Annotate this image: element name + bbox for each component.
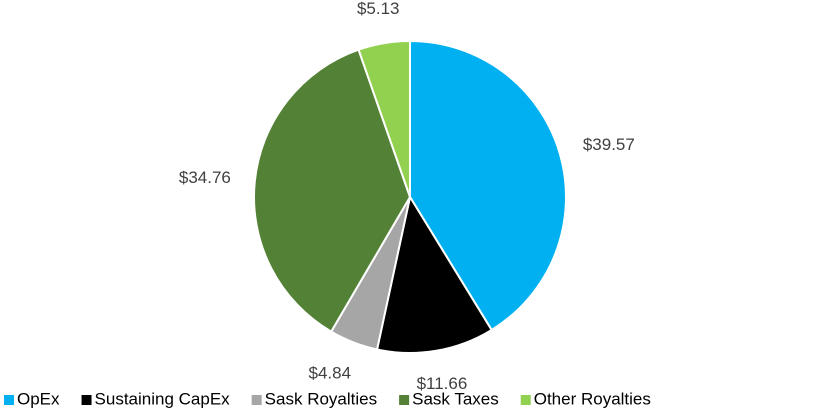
legend-swatch — [251, 395, 262, 405]
data-label: $5.13 — [357, 0, 400, 18]
legend-swatch — [399, 395, 410, 405]
legend-label: Other Royalties — [534, 389, 651, 408]
legend-label: OpEx — [17, 389, 60, 408]
data-label: $4.84 — [309, 364, 352, 383]
legend-label: Sustaining CapEx — [95, 389, 231, 408]
pie-slice — [357, 39, 411, 198]
legend-label: Sask Taxes — [412, 389, 499, 408]
legend-label: Sask Royalties — [265, 389, 377, 408]
pie-slice — [253, 48, 412, 333]
legend-swatch — [520, 395, 531, 405]
pie-slice — [409, 39, 567, 332]
pie-slice — [375, 194, 494, 354]
data-label: $11.66 — [417, 374, 468, 393]
data-label: $39.57 — [583, 135, 635, 154]
data-label: $34.76 — [179, 168, 231, 187]
legend-swatch — [4, 395, 14, 405]
legend-swatch — [81, 395, 92, 405]
